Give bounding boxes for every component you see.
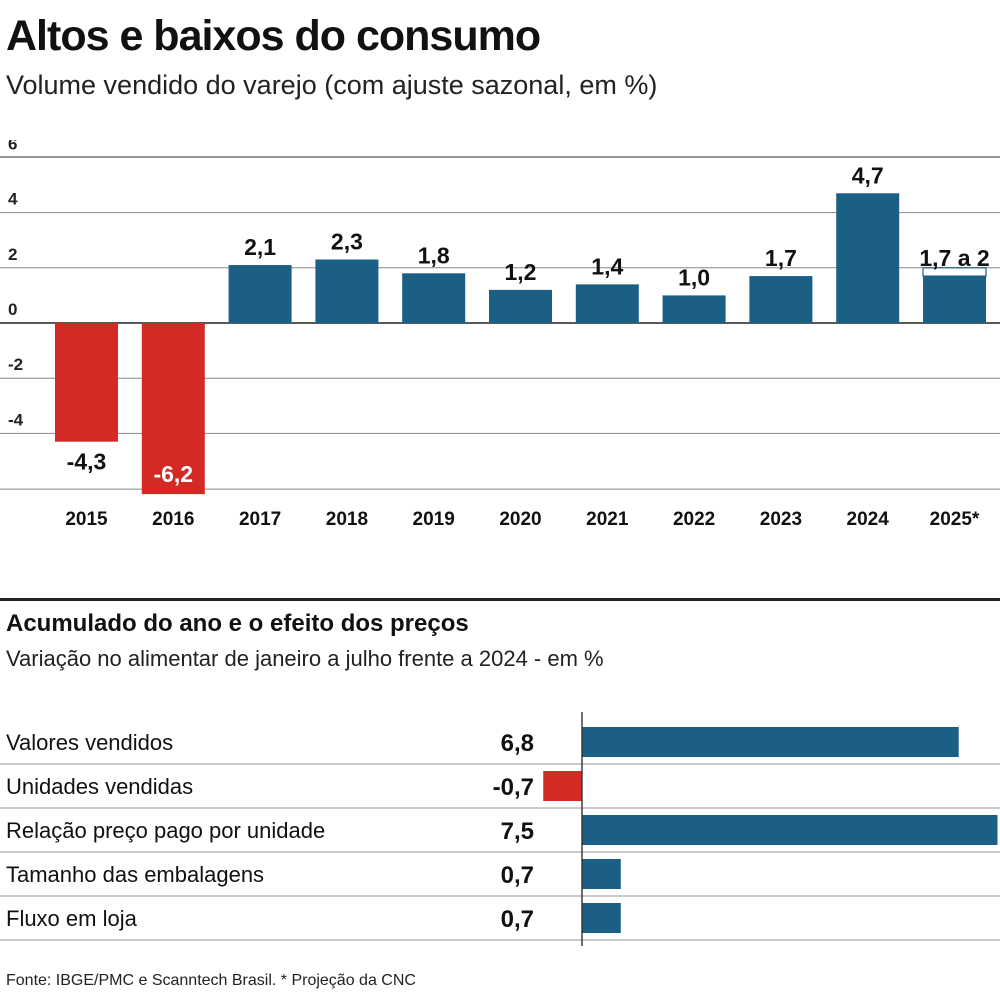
second-chart-title: Acumulado do ano e o efeito dos preços bbox=[6, 610, 469, 637]
bar bbox=[315, 259, 379, 323]
x-tick-label: 2019 bbox=[413, 509, 455, 530]
chart-title: Altos e baixos do consumo bbox=[6, 12, 541, 60]
y-tick-label: 0 bbox=[8, 300, 17, 319]
bar bbox=[582, 727, 959, 757]
second-chart-subtitle: Variação no alimentar de janeiro a julho… bbox=[6, 646, 604, 671]
row-label: Tamanho das embalagens bbox=[6, 862, 264, 887]
bar bbox=[543, 771, 582, 801]
x-tick-label: 2022 bbox=[673, 509, 715, 530]
bar-value-label: 1,0 bbox=[678, 264, 710, 290]
bar bbox=[575, 284, 639, 323]
projection-range-box bbox=[922, 267, 987, 277]
x-tick-label: 2023 bbox=[760, 509, 802, 530]
x-tick-label: 2024 bbox=[847, 509, 890, 530]
bar-value-label: 2,1 bbox=[244, 234, 276, 260]
bar bbox=[228, 265, 292, 323]
row-value-label: 0,7 bbox=[501, 906, 534, 933]
bar-value-label: -6,2 bbox=[153, 461, 193, 487]
bar bbox=[923, 276, 986, 323]
bar bbox=[402, 273, 466, 323]
y-tick-label: 4 bbox=[8, 190, 18, 209]
section-divider bbox=[0, 598, 1000, 601]
bar-value-label: 1,4 bbox=[591, 253, 623, 279]
y-tick-label: -4 bbox=[8, 410, 24, 429]
bar-value-label: 2,3 bbox=[331, 229, 363, 255]
bar bbox=[55, 323, 118, 442]
row-value-label: 7,5 bbox=[501, 818, 534, 845]
x-tick-label: 2015 bbox=[65, 509, 108, 530]
x-tick-label: 2016 bbox=[152, 509, 194, 530]
chart-subtitle: Volume vendido do varejo (com ajuste saz… bbox=[6, 70, 658, 100]
row-label: Fluxo em loja bbox=[6, 906, 138, 931]
y-tick-label: 2 bbox=[8, 245, 17, 264]
bar bbox=[489, 289, 552, 323]
y-tick-label: 6 bbox=[8, 140, 17, 153]
bar-value-label: 1,7 bbox=[765, 245, 797, 271]
bar bbox=[582, 903, 621, 933]
price-effect-bar-chart: Valores vendidos 6,8 Unidades vendidas -0,7… bbox=[0, 712, 1000, 946]
x-tick-label: 2025* bbox=[930, 509, 980, 530]
row-label: Unidades vendidas bbox=[6, 774, 193, 799]
x-tick-label: 2020 bbox=[499, 509, 541, 530]
bar bbox=[662, 295, 726, 323]
row-label: Valores vendidos bbox=[6, 730, 173, 755]
row-value-label: 0,7 bbox=[501, 862, 534, 889]
x-tick-label: 2021 bbox=[586, 509, 629, 530]
source-note: Fonte: IBGE/PMC e Scanntech Brasil. * Pr… bbox=[6, 972, 416, 989]
row-value-label: 6,8 bbox=[501, 730, 534, 757]
bar bbox=[582, 859, 621, 889]
x-tick-label: 2017 bbox=[239, 509, 281, 530]
x-tick-label: 2018 bbox=[326, 509, 368, 530]
row-label: Relação preço pago por unidade bbox=[6, 818, 325, 843]
bar bbox=[836, 193, 900, 323]
bar-value-label: -4,3 bbox=[67, 449, 107, 475]
bar-value-label: 4,7 bbox=[852, 162, 884, 188]
annual-retail-bar-chart: -4 -2 0 2 4 6 -4,3 2015 -6,2 2016 2,1 2017 2,3 2018 1,… bbox=[0, 140, 1000, 530]
bar bbox=[141, 323, 205, 495]
bar-value-label: 1,8 bbox=[418, 242, 450, 268]
bar-value-label: 1,2 bbox=[505, 259, 537, 285]
y-tick-label: -2 bbox=[8, 355, 23, 374]
row-value-label: -0,7 bbox=[493, 774, 534, 801]
bar bbox=[749, 276, 813, 323]
bar-value-label: 1,7 a 2 bbox=[919, 245, 989, 271]
bar bbox=[582, 815, 998, 845]
